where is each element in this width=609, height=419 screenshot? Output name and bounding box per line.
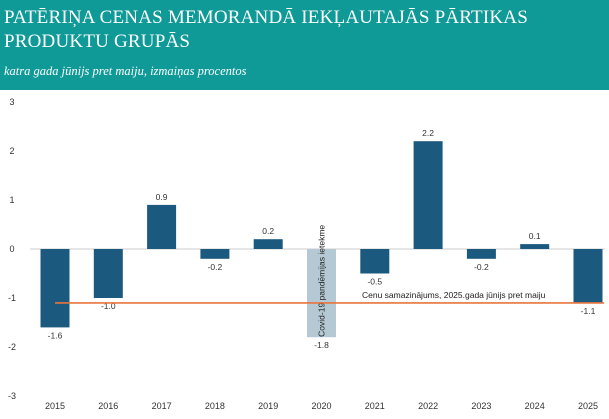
- data-label: -1.6: [48, 330, 63, 340]
- x-tick-label: 2020: [311, 401, 331, 411]
- x-tick-label: 2017: [152, 401, 172, 411]
- reference-line-label: Cenu samazinājums, 2025.gada jūnijs pret…: [362, 290, 546, 300]
- bar-2020: [307, 249, 336, 338]
- x-tick-label: 2025: [578, 401, 598, 411]
- bar-2025: [573, 249, 603, 303]
- x-tick-label: 2018: [205, 401, 225, 411]
- y-tick-label: 3: [9, 97, 14, 107]
- bar-2022: [413, 141, 443, 249]
- bar-2021: [360, 249, 390, 274]
- data-label: -0.2: [208, 262, 223, 272]
- bar-2015: [40, 249, 70, 328]
- data-label: -1.8: [314, 340, 329, 350]
- y-tick-label: -1: [8, 293, 16, 303]
- data-label: -0.5: [367, 277, 382, 287]
- x-tick-label: 2021: [365, 401, 385, 411]
- data-label: 0.9: [156, 192, 168, 202]
- data-label: -0.2: [474, 262, 489, 272]
- bar-2017: [147, 204, 177, 249]
- y-tick-label: -3: [8, 391, 16, 401]
- data-label: -1.0: [101, 301, 116, 311]
- y-tick-label: -2: [8, 342, 16, 352]
- x-tick-label: 2023: [471, 401, 491, 411]
- y-tick-label: 0: [9, 244, 14, 254]
- data-label: 0.2: [262, 226, 274, 236]
- bar-2016: [93, 249, 123, 298]
- x-tick-label: 2022: [418, 401, 438, 411]
- y-tick-label: 2: [9, 146, 14, 156]
- x-tick-label: 2024: [525, 401, 545, 411]
- chart-subtitle: katra gada jūnijs pret maiju, izmaiņas p…: [4, 64, 247, 78]
- highlight-annotation: Covid-19 pandēmijas ietekme: [317, 225, 327, 337]
- bar-chart: 3 2 1 0 -1 -2 -3 -1.6 2015 -1.0 2016 0.9 2017 -0.2 201…: [8, 97, 605, 411]
- chart-header: PATĒRIŅA CENAS MEMORANDĀ IEKĻAUTAJĀS PĀR…: [0, 0, 609, 90]
- x-tick-label: 2016: [98, 401, 118, 411]
- chart-title: PATĒRIŅA CENAS MEMORANDĀ IEKĻAUTAJĀS PĀR…: [4, 7, 528, 52]
- y-tick-label: 1: [9, 195, 14, 205]
- x-tick-label: 2019: [258, 401, 278, 411]
- bar-2018: [200, 249, 230, 259]
- data-label: 0.1: [529, 231, 541, 241]
- data-label: 2.2: [422, 128, 434, 138]
- bar-2023: [466, 249, 496, 259]
- bar-2024: [520, 244, 550, 249]
- data-label: -1.1: [581, 306, 596, 316]
- bar-2019: [253, 239, 283, 249]
- x-tick-label: 2015: [45, 401, 65, 411]
